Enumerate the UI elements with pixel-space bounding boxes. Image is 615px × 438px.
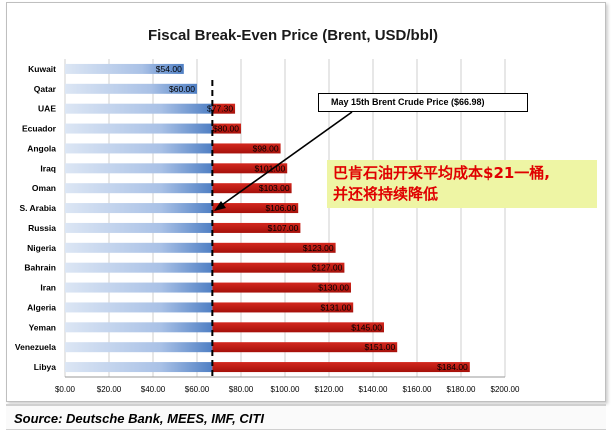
x-tick-label: $140.00 (359, 385, 388, 394)
source-bar: Source: Deutsche Bank, MEES, IMF, CITI (6, 404, 606, 430)
x-tick-label: $20.00 (97, 385, 122, 394)
x-tick-label: $120.00 (315, 385, 344, 394)
price-callout: May 15th Brent Crude Price ($66.98) (318, 93, 528, 112)
data-label: $145.00 (351, 322, 382, 332)
category-label: Iraq (40, 163, 56, 173)
category-labels: Kuwait Qatar UAE Ecuador Angola Iraq Oman S. Ar… (15, 64, 57, 372)
break-even-chart: Fiscal Break-Even Price (Brent, USD/bbl)… (15, 27, 520, 394)
bar-above-reference (212, 362, 470, 373)
category-label: Russia (28, 223, 56, 233)
bar-above-reference (212, 183, 292, 194)
category-label: UAE (38, 104, 56, 114)
source-text: Source: Deutsche Bank, MEES, IMF, CITI (14, 411, 264, 426)
bar-above-reference (212, 302, 354, 313)
bars (65, 63, 470, 373)
bar-below-reference (65, 83, 197, 94)
x-tick-label: $0.00 (55, 385, 76, 394)
bar-below-reference (65, 262, 213, 273)
category-label: Yeman (29, 322, 56, 332)
x-axis-ticks: $0.00 $20.00 $40.00 $60.00 $80.00 $100.00 $120… (55, 385, 520, 394)
data-label: $103.00 (259, 183, 290, 193)
category-label: Ecuador (22, 124, 57, 134)
chart-title: Fiscal Break-Even Price (Brent, USD/bbl) (148, 27, 438, 44)
callout-arrow-head (214, 201, 226, 211)
callout-arrow-line (218, 111, 353, 208)
cost-note-line1: 巴肯石油开采平均成本$21一桶, (333, 164, 551, 182)
category-label: Iran (40, 283, 56, 293)
data-label: $77.30 (207, 104, 233, 114)
category-label: Venezuela (15, 342, 56, 352)
x-tick-label: $180.00 (447, 385, 476, 394)
bar-below-reference (65, 203, 213, 214)
category-label: Qatar (34, 84, 57, 94)
bar-below-reference (65, 163, 213, 174)
bar-below-reference (65, 242, 213, 253)
data-label: $130.00 (318, 283, 349, 293)
data-labels: $54.00 $60.00 $77.30 $80.00 $98.00 $101.00 $10… (156, 64, 468, 372)
data-label: $101.00 (254, 163, 285, 173)
x-tick-label: $80.00 (229, 385, 254, 394)
bar-above-reference (212, 163, 288, 174)
bar-below-reference (65, 342, 213, 353)
bar-above-reference (212, 103, 236, 114)
category-label: Algeria (27, 302, 56, 312)
bar-below-reference (65, 143, 213, 154)
data-label: $80.00 (213, 124, 239, 134)
bar-above-reference (212, 322, 384, 333)
bar-below-reference (65, 123, 213, 134)
category-label: Angola (27, 143, 56, 153)
bar-below-reference (65, 282, 213, 293)
data-label: $131.00 (320, 302, 351, 312)
data-label: $123.00 (303, 243, 334, 253)
category-label: Bahrain (24, 263, 56, 273)
bar-above-reference (212, 222, 301, 233)
bar-below-reference (65, 222, 213, 233)
bar-below-reference (65, 63, 184, 74)
data-label: $106.00 (265, 203, 296, 213)
data-label: $107.00 (268, 223, 299, 233)
data-label: $98.00 (253, 143, 279, 153)
category-label: Oman (32, 183, 56, 193)
x-tick-label: $60.00 (185, 385, 210, 394)
bar-above-reference (212, 242, 336, 253)
bar-above-reference (212, 262, 345, 273)
bar-below-reference (65, 183, 213, 194)
category-label: S. Arabia (19, 203, 56, 213)
x-tick-label: $160.00 (403, 385, 432, 394)
cost-note: 巴肯石油开采平均成本$21一桶, 并还将持续降低 (327, 160, 597, 208)
bar-above-reference (212, 282, 351, 293)
data-label: $184.00 (437, 362, 468, 372)
bar-above-reference (212, 342, 398, 353)
data-label: $151.00 (364, 342, 395, 352)
data-label: $54.00 (156, 64, 182, 74)
bar-above-reference (212, 203, 299, 214)
data-label: $127.00 (312, 263, 343, 273)
x-tick-label: $100.00 (271, 385, 300, 394)
bar-below-reference (65, 322, 213, 333)
bar-below-reference (65, 103, 213, 114)
category-label: Kuwait (28, 64, 56, 74)
category-label: Nigeria (27, 243, 56, 253)
bar-below-reference (65, 302, 213, 313)
bar-above-reference (212, 143, 281, 154)
x-tick-label: $40.00 (141, 385, 166, 394)
category-label: Libya (34, 362, 56, 372)
data-label: $60.00 (169, 84, 195, 94)
bar-above-reference (212, 123, 241, 134)
x-tick-label: $200.00 (491, 385, 520, 394)
bar-below-reference (65, 362, 213, 373)
cost-note-line2: 并还将持续降低 (333, 185, 439, 203)
